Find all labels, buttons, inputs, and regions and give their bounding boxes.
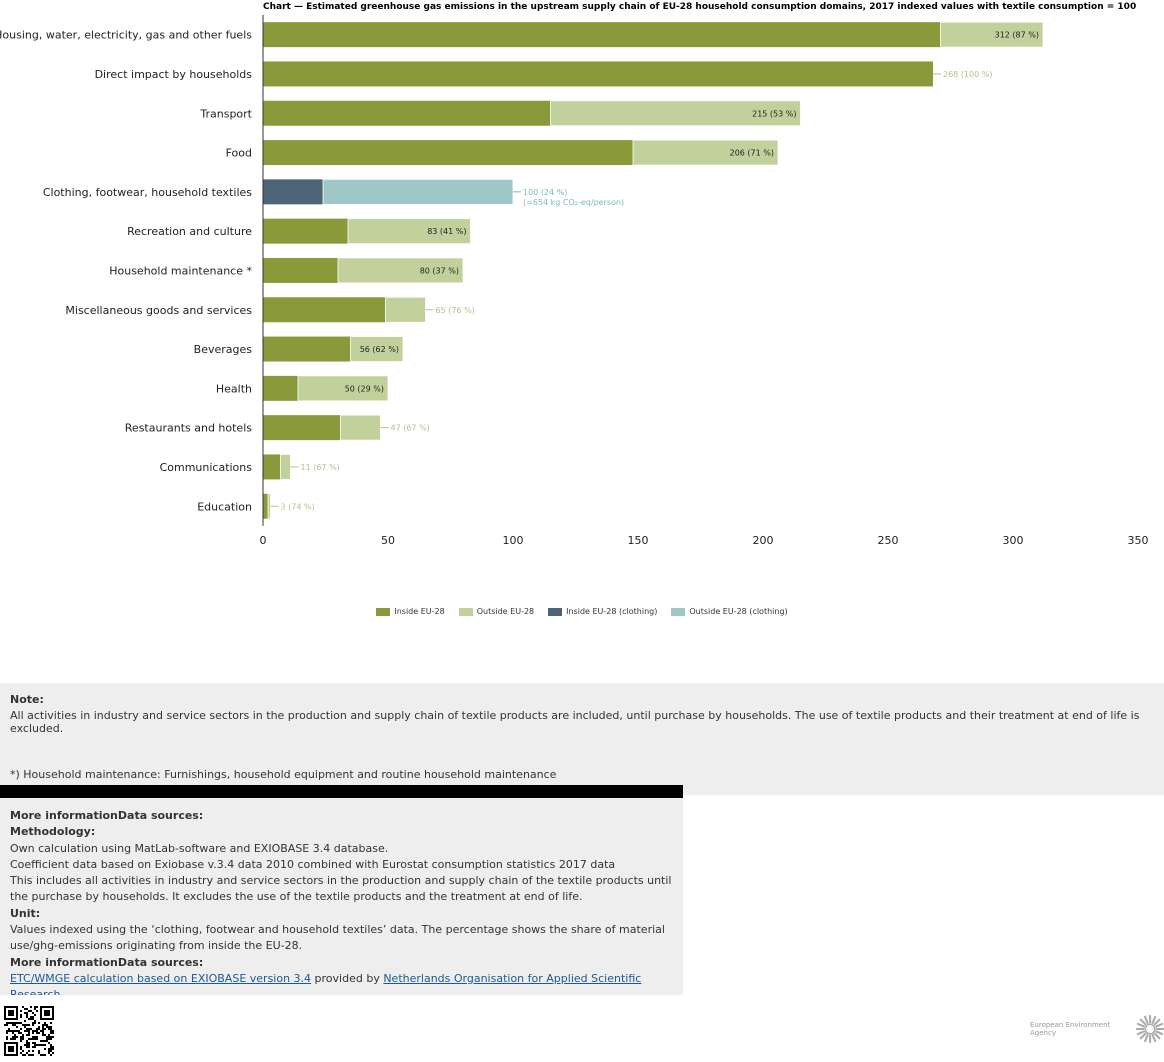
category-label: Direct impact by households (95, 68, 253, 81)
category-label: Clothing, footwear, household textiles (43, 186, 252, 199)
data-label: 80 (37 %) (420, 266, 459, 275)
bar-inside (263, 375, 298, 401)
bar-outside (337, 257, 464, 284)
category-label: Education (197, 500, 252, 513)
more-info-heading: More informationData sources: (10, 809, 204, 822)
x-tick-label: 350 (1128, 534, 1149, 547)
bar-outside (322, 178, 514, 205)
qr-code-icon (4, 1006, 54, 1056)
data-source-separator: provided by (311, 971, 384, 985)
bar-inside (263, 140, 633, 166)
divider-bar (0, 785, 683, 798)
category-label: Food (226, 147, 252, 160)
bar-inside (263, 493, 268, 519)
category-label: Miscellaneous goods and services (65, 304, 252, 317)
x-tick-label: 0 (260, 534, 267, 547)
data-label: 312 (87 %) (995, 31, 1039, 40)
bar-inside (263, 100, 551, 126)
data-label: 56 (62 %) (360, 345, 399, 354)
bar-outside (632, 139, 779, 166)
category-label: Recreation and culture (127, 225, 252, 238)
data-label: 11 (67 %) (301, 463, 340, 472)
bar-outside (280, 454, 291, 480)
data-source-link[interactable]: ETC/WMGE calculation based on EXIOBASE v… (10, 971, 312, 985)
bar-inside (263, 179, 323, 205)
x-tick-label: 150 (628, 534, 649, 547)
data-label: 100 (24 %) (523, 188, 567, 197)
legend-item-inside-clothing[interactable]: Inside EU-28 (clothing) (548, 607, 657, 616)
legend-swatch-outside-clothing (671, 607, 686, 616)
data-label: 47 (67 %) (391, 424, 430, 433)
legend: Inside EU-28 Outside EU-28 Inside EU-28 … (0, 607, 1164, 616)
bar-outside (267, 493, 271, 520)
bar-inside (263, 218, 348, 244)
data-label: 3 (74 %) (281, 502, 315, 511)
bar-outside (940, 21, 1044, 48)
category-label: Housing, water, electricity, gas and oth… (0, 29, 252, 42)
x-tick-label: 250 (878, 534, 899, 547)
bar-inside (263, 22, 941, 48)
bars-layer: Housing, water, electricity, gas and oth… (0, 21, 1044, 520)
chart-title: Chart — Estimated greenhouse gas emissio… (263, 2, 1137, 12)
legend-label-outside: Outside EU-28 (476, 607, 535, 616)
legend-item-outside-clothing[interactable]: Outside EU-28 (clothing) (671, 607, 788, 616)
methodology-line-3: This includes all activities in industry… (10, 874, 672, 904)
category-label: Restaurants and hotels (125, 422, 252, 435)
data-source-line: ETC/WMGE calculation based on EXIOBASE v… (10, 971, 683, 995)
unit-text: Values indexed using the ‘clothing, foot… (10, 923, 665, 953)
x-tick-label: 300 (1003, 534, 1024, 547)
data-label: 50 (29 %) (345, 384, 384, 393)
legend-item-inside[interactable]: Inside EU-28 (376, 607, 445, 616)
note-heading: Note: (10, 693, 44, 706)
data-provider-link[interactable]: Netherlands Organisation for Applied Sci… (10, 971, 642, 995)
data-label: 268 (100 %) (943, 70, 992, 79)
category-label: Communications (160, 461, 253, 474)
legend-swatch-inside (376, 607, 391, 616)
bar-outside (350, 336, 404, 362)
bar-inside (263, 61, 933, 87)
bar-inside (263, 257, 338, 283)
data-label: 83 (41 %) (427, 227, 466, 236)
legend-item-outside[interactable]: Outside EU-28 (458, 607, 535, 616)
data-label: 215 (53 %) (752, 109, 796, 118)
legend-label-outside-clothing: Outside EU-28 (clothing) (689, 607, 788, 616)
methodology-line-1: Own calculation using MatLab-software an… (10, 841, 389, 855)
category-label: Beverages (194, 343, 253, 356)
bar-inside (263, 297, 386, 323)
note-text: All activities in industry and service s… (10, 709, 1140, 735)
bar-outside (385, 296, 426, 323)
clothing-annotation: (=654 kg CO₂-eq/person) (523, 198, 624, 207)
x-tick-label: 100 (503, 534, 524, 547)
category-label: Transport (199, 107, 252, 120)
legend-label-inside-clothing: Inside EU-28 (clothing) (566, 607, 658, 616)
category-label: Health (216, 382, 252, 395)
x-axis: 0 50 100 150 200 250 300 350 (260, 15, 1149, 547)
category-label: Household maintenance * (109, 264, 252, 277)
eea-logo[interactable]: European Environment Agency (1030, 1014, 1164, 1044)
bar-chart: Housing, water, electricity, gas and oth… (0, 15, 1149, 547)
x-tick-label: 50 (381, 534, 395, 547)
bar-inside (263, 415, 341, 441)
data-label: 206 (71 %) (730, 149, 774, 158)
legend-label-inside: Inside EU-28 (394, 607, 445, 616)
legend-swatch-inside-clothing (548, 607, 563, 616)
bar-outside (550, 100, 801, 127)
methodology-heading: Methodology: (10, 825, 96, 839)
bar-inside (263, 336, 351, 362)
x-tick-label: 200 (753, 534, 774, 547)
data-label: 65 (76 %) (436, 306, 475, 315)
more-info-panel: More informationData sources: Methodolog… (0, 798, 683, 995)
note-panel: Note: All activities in industry and ser… (0, 683, 1164, 795)
bar-outside (340, 414, 381, 441)
eea-name: European Environment Agency (1030, 1021, 1111, 1037)
note-footnote: *) Household maintenance: Furnishings, h… (10, 768, 557, 781)
eea-sun-icon (1135, 1014, 1164, 1044)
bar-outside (347, 218, 471, 245)
methodology-line-2: Coefficient data based on Exiobase v.3.4… (10, 857, 616, 871)
unit-heading: Unit: (10, 906, 41, 920)
bar-outside (297, 375, 389, 402)
legend-swatch-outside (458, 607, 473, 616)
data-sources-heading: More informationData sources: (10, 955, 204, 969)
bar-inside (263, 454, 281, 480)
